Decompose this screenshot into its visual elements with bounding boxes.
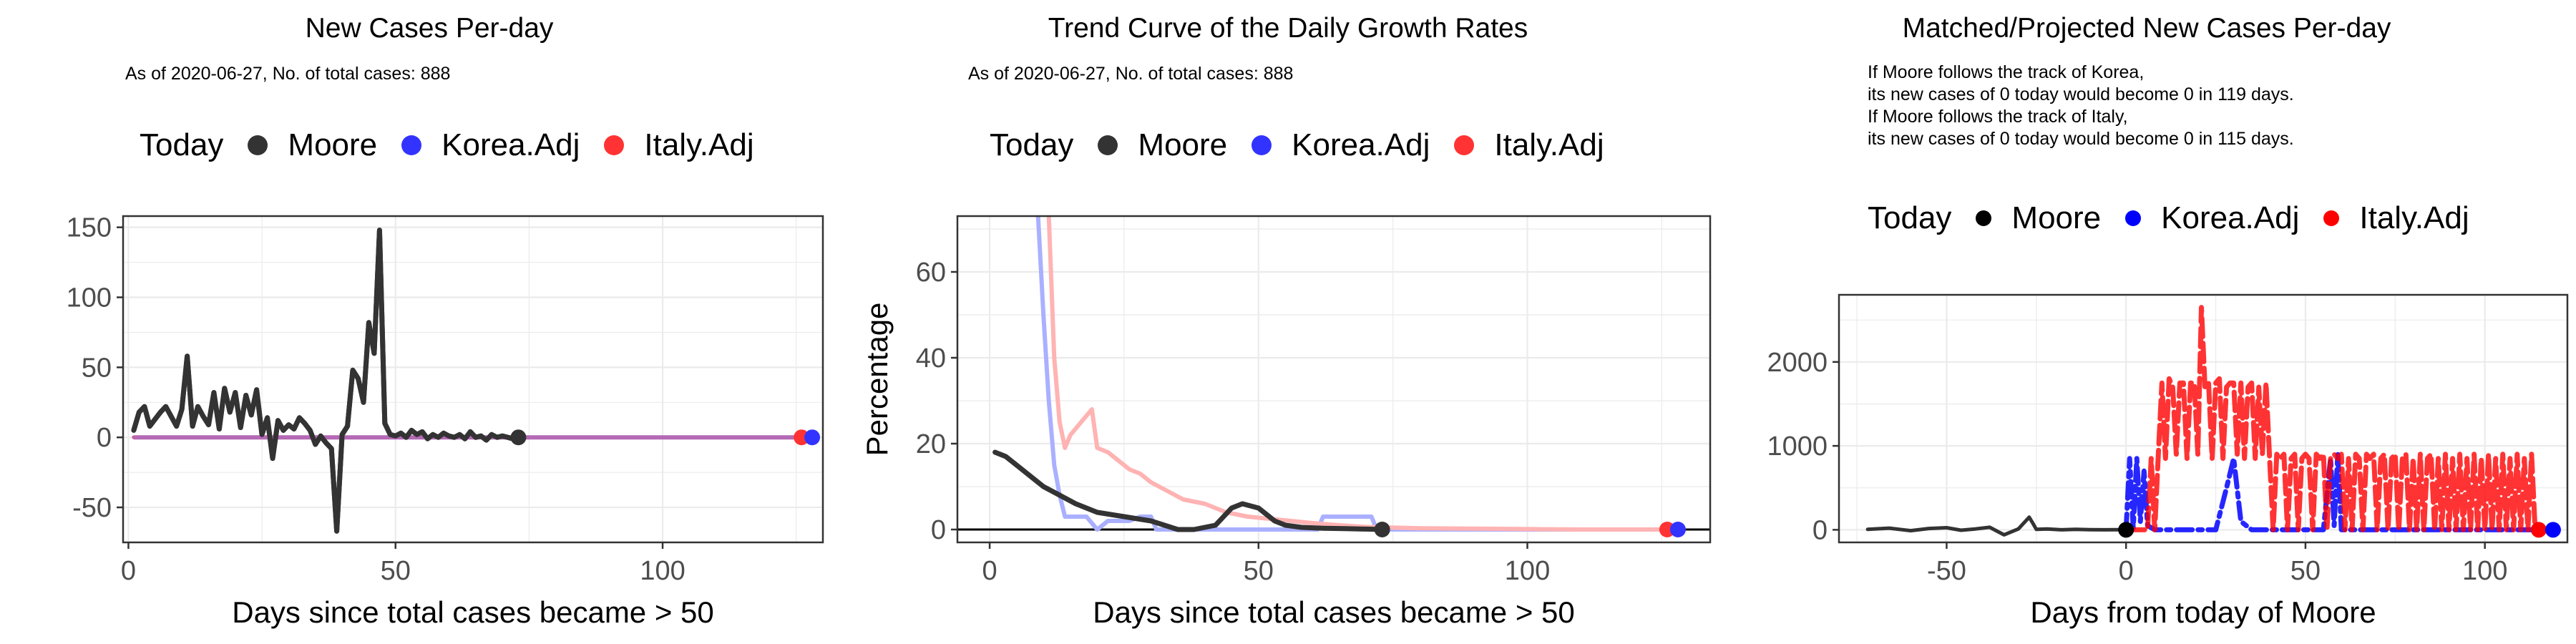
today-point-moore xyxy=(510,429,527,446)
legend-label-italy: Italy.Adj xyxy=(2359,200,2469,235)
legend-key-moore xyxy=(248,135,268,155)
chart-subtitle: If Moore follows the track of Korea, its… xyxy=(1868,62,2294,149)
chart-legend: Today Moore Korea.Adj Italy.Adj xyxy=(140,127,779,163)
y-tick-label: 60 xyxy=(916,258,946,288)
chart-legend: Today Moore Korea.Adj Italy.Adj xyxy=(1868,200,2494,236)
y-tick-label: -50 xyxy=(72,493,112,523)
y-tick-label: 0 xyxy=(931,515,946,545)
legend-item-moore: Moore xyxy=(1098,127,1227,163)
legend-key-italy xyxy=(1454,135,1475,155)
legend-item-italy: Italy.Adj xyxy=(604,127,754,163)
legend-label-italy: Italy.Adj xyxy=(644,127,754,162)
legend-label-moore: Moore xyxy=(1138,127,1228,162)
x-tick-label: 50 xyxy=(2290,556,2321,586)
series-line-italy-adj xyxy=(1046,216,1669,532)
chart-subtitle: As of 2020-06-27, No. of total cases: 88… xyxy=(968,64,1294,84)
chart-title: New Cases Per-day xyxy=(305,13,554,44)
legend-item-korea: Korea.Adj xyxy=(1252,127,1430,163)
legend-key-korea xyxy=(2125,210,2142,226)
x-tick-label: 100 xyxy=(1505,556,1550,586)
today-point-italy-adj xyxy=(1659,522,1675,537)
today-point-moore xyxy=(2118,522,2135,538)
legend-label-moore: Moore xyxy=(288,127,378,162)
legend-label-moore: Moore xyxy=(2011,200,2102,235)
legend-item-moore: Moore xyxy=(1976,200,2101,236)
today-point-korea-adj xyxy=(2545,522,2561,538)
chart-title: Matched/Projected New Cases Per-day xyxy=(1902,13,2391,44)
x-axis-label: Days from today of Moore xyxy=(2030,595,2376,629)
legend-label-korea: Korea.Adj xyxy=(1292,127,1430,162)
y-tick-label: 2000 xyxy=(1767,348,1828,378)
legend-key-moore xyxy=(1098,135,1118,155)
grid xyxy=(957,216,1710,542)
today-point-korea-adj xyxy=(1669,522,1686,537)
legend-label-korea: Korea.Adj xyxy=(2161,200,2300,235)
legend-title: Today xyxy=(140,127,224,162)
legend-item-korea: Korea.Adj xyxy=(401,127,580,163)
legend-key-moore xyxy=(1976,210,1992,226)
legend-key-korea xyxy=(1252,135,1272,155)
x-tick-label: 0 xyxy=(982,556,997,586)
today-point-korea-adj xyxy=(804,429,821,446)
x-tick-label: -50 xyxy=(1927,556,1966,586)
chart-panel-new-cases: New Cases Per-day As of 2020-06-27, No. … xyxy=(0,0,859,644)
y-tick-label: 0 xyxy=(1813,515,1828,545)
chart-subtitle: As of 2020-06-27, No. of total cases: 88… xyxy=(125,64,451,84)
legend-item-italy: Italy.Adj xyxy=(2323,200,2469,236)
x-axis-label: Days since total cases became > 50 xyxy=(1093,595,1575,629)
legend-key-korea xyxy=(401,135,422,155)
series-group xyxy=(131,228,814,534)
plot-frame xyxy=(122,215,824,544)
chart-legend: Today Moore Korea.Adj Italy.Adj xyxy=(990,127,1629,163)
y-tick-label: 20 xyxy=(916,429,946,459)
legend-title: Today xyxy=(1868,200,1952,235)
today-point-italy-adj xyxy=(2530,522,2547,538)
x-tick-label: 50 xyxy=(381,556,411,586)
y-axis-label: Percentage xyxy=(860,303,894,457)
grid xyxy=(123,216,823,543)
x-axis-label: Days since total cases became > 50 xyxy=(232,595,714,629)
y-tick-label: 50 xyxy=(82,353,112,383)
legend-label-korea: Korea.Adj xyxy=(441,127,580,162)
y-tick-label: 100 xyxy=(67,283,112,313)
legend-item-korea: Korea.Adj xyxy=(2125,200,2299,236)
legend-item-italy: Italy.Adj xyxy=(1454,127,1604,163)
series-group xyxy=(1865,305,2556,537)
chart-title: Trend Curve of the Daily Growth Rates xyxy=(1048,13,1528,44)
x-tick-label: 100 xyxy=(2462,556,2507,586)
series-group xyxy=(992,216,1680,532)
chart-plot: 0 50 100 -50 0 50 100 150 Days since total cases… xyxy=(67,213,824,629)
plot-frame xyxy=(956,215,1712,544)
series-line-moore-top xyxy=(131,228,519,534)
x-tick-label: 50 xyxy=(1244,556,1274,586)
y-tick-label: 0 xyxy=(97,423,112,453)
series-line-moore xyxy=(1865,515,2128,537)
chart-plot: 0 50 100 0 20 40 60 Days since total cases beca… xyxy=(860,215,1712,629)
plot-frame xyxy=(1838,293,2569,544)
series-line-moore xyxy=(992,449,1385,532)
y-tick-label: 40 xyxy=(916,343,946,374)
chart-panel-projected: Matched/Projected New Cases Per-day If M… xyxy=(1717,0,2576,644)
x-tick-label: 0 xyxy=(2119,556,2134,586)
legend-key-italy xyxy=(2323,210,2340,226)
legend-label-italy: Italy.Adj xyxy=(1494,127,1604,162)
today-point-moore xyxy=(1374,522,1390,537)
x-tick-label: 100 xyxy=(640,556,685,586)
series-line-italy-adj xyxy=(2123,305,2542,532)
series-line-korea-adj xyxy=(1035,216,1680,532)
legend-key-italy xyxy=(604,135,625,155)
x-tick-label: 0 xyxy=(121,556,136,586)
chart-panel-growth-rates: Trend Curve of the Daily Growth Rates As… xyxy=(859,0,1717,644)
y-tick-label: 150 xyxy=(67,213,112,243)
legend-title: Today xyxy=(990,127,1074,162)
legend-item-moore: Moore xyxy=(248,127,377,163)
y-tick-label: 1000 xyxy=(1767,431,1828,462)
